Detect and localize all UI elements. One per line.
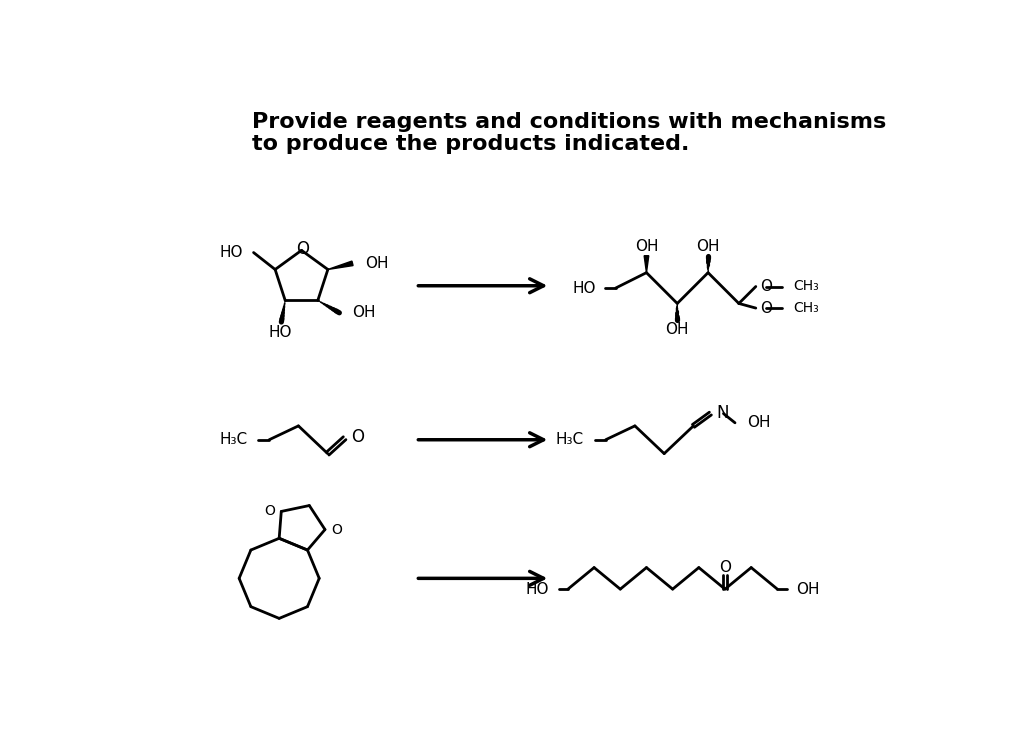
- Text: N: N: [717, 404, 729, 422]
- Text: O: O: [760, 300, 772, 316]
- Polygon shape: [644, 256, 649, 273]
- Text: O: O: [351, 428, 365, 446]
- Text: OH: OH: [666, 322, 689, 337]
- Text: O: O: [760, 279, 772, 294]
- Text: H₃C: H₃C: [219, 432, 248, 447]
- Polygon shape: [328, 261, 353, 270]
- Text: H₃C: H₃C: [556, 432, 584, 447]
- Text: HO: HO: [572, 281, 596, 296]
- Text: O: O: [296, 240, 309, 258]
- Text: HO: HO: [219, 245, 243, 260]
- Text: to produce the products indicated.: to produce the products indicated.: [252, 134, 689, 154]
- Text: HO: HO: [526, 582, 550, 597]
- Text: OH: OH: [351, 305, 375, 320]
- Text: CH₃: CH₃: [793, 301, 818, 315]
- Text: OH: OH: [696, 239, 720, 254]
- Text: CH₃: CH₃: [793, 279, 818, 293]
- Text: OH: OH: [796, 582, 819, 597]
- Text: OH: OH: [635, 239, 658, 254]
- Text: OH: OH: [748, 415, 771, 431]
- Text: O: O: [719, 560, 731, 575]
- Text: Provide reagents and conditions with mechanisms: Provide reagents and conditions with mec…: [252, 112, 887, 133]
- Text: O: O: [264, 504, 275, 519]
- Text: HO: HO: [268, 326, 292, 340]
- Text: O: O: [331, 522, 342, 536]
- Text: OH: OH: [365, 256, 388, 271]
